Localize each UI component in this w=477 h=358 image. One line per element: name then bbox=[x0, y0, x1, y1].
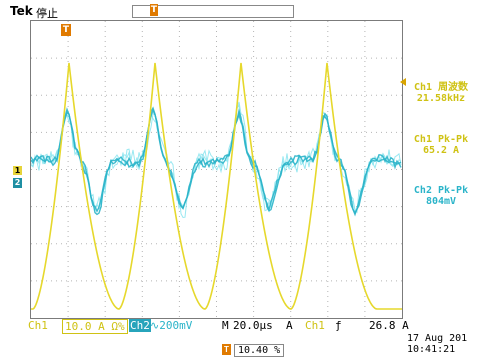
trigger-slope-icon[interactable]: ƒ bbox=[335, 319, 342, 332]
brand-logo: Tek bbox=[10, 4, 33, 18]
ch2-scale[interactable]: ∿200mV bbox=[150, 319, 192, 332]
datetime: 17 Aug 201 10:41:21 bbox=[407, 333, 467, 355]
date: 17 Aug 201 bbox=[407, 333, 468, 344]
ch2-pkpk-value: 804mV bbox=[425, 196, 457, 207]
ch2-scale-value: 200mV bbox=[159, 319, 193, 332]
horizontal-position-value: 10.40 % bbox=[234, 344, 285, 357]
bandwidth-limit-icon: ∿ bbox=[150, 319, 160, 332]
ch1-scale[interactable]: 10.0 A Ω% bbox=[62, 319, 128, 334]
ch2-ground-marker[interactable]: 2 bbox=[13, 178, 22, 188]
ch1-pkpk-value: 65.2 A bbox=[422, 145, 460, 156]
ch1-line bbox=[31, 62, 402, 310]
trigger-time-marker: T bbox=[61, 24, 71, 36]
ch1-frequency-readout: Ch1 周波数 21.58kHz bbox=[406, 82, 476, 104]
main-timebase-label: M bbox=[222, 319, 229, 332]
ch1-pkpk-readout: Ch1 Pk-Pk 65.2 A bbox=[406, 134, 476, 156]
trigger-level[interactable]: 26.8 A bbox=[369, 319, 409, 332]
trigger-position-icon: T bbox=[222, 344, 231, 355]
ch2-label[interactable]: Ch2 bbox=[129, 319, 151, 332]
ch1-pkpk-label: Ch1 Pk-Pk bbox=[413, 134, 469, 145]
ch1-frequency-value: 21.58kHz bbox=[416, 93, 466, 104]
ch1-ground-marker[interactable]: 1 bbox=[13, 166, 22, 175]
waveform-canvas bbox=[31, 21, 402, 318]
trigger-level-marker[interactable] bbox=[400, 78, 406, 86]
ch2-pkpk-readout: Ch2 Pk-Pk 804mV bbox=[406, 185, 476, 207]
top-status-bar: Tek 停止 T bbox=[10, 4, 400, 20]
time: 10:41:21 bbox=[407, 344, 456, 355]
run-status: 停止 bbox=[36, 7, 58, 20]
acquisition-mode: A bbox=[286, 319, 293, 332]
record-length-bar bbox=[132, 5, 294, 18]
ch1-label[interactable]: Ch1 bbox=[28, 319, 48, 332]
trigger-source[interactable]: Ch1 bbox=[305, 319, 325, 332]
timebase-value[interactable]: 20.0μs bbox=[233, 319, 273, 332]
trigger-position-icon: T bbox=[150, 4, 158, 16]
ch1-waveform-trace bbox=[31, 62, 402, 310]
ch2-pkpk-label: Ch2 Pk-Pk bbox=[413, 185, 469, 196]
ch1-frequency-label: Ch1 周波数 bbox=[413, 82, 469, 93]
bottom-status-bar: Ch1 10.0 A Ω% Ch2 ∿200mV M 20.0μs A Ch1 … bbox=[28, 319, 409, 334]
waveform-display[interactable] bbox=[30, 20, 403, 319]
